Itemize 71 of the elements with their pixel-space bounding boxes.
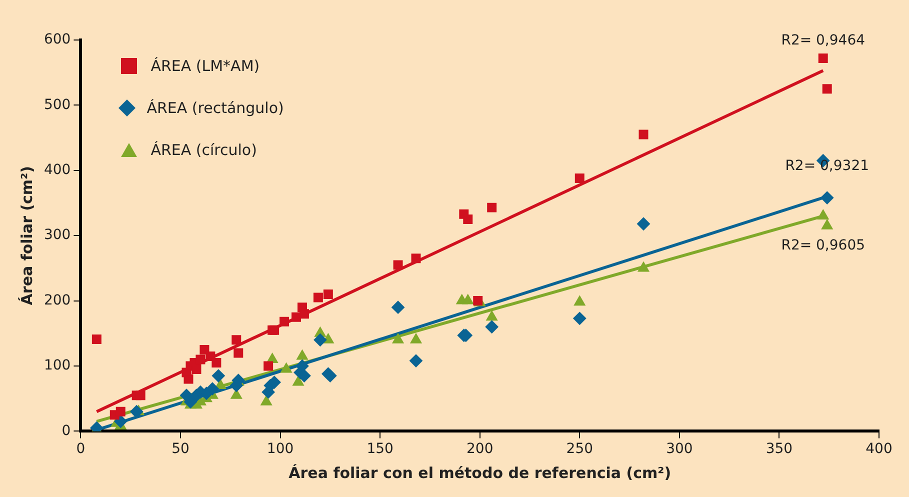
point [292,376,304,386]
x-tick-label: 400 [866,441,892,458]
point [573,312,586,325]
point [212,369,225,382]
point [462,294,474,304]
point [299,309,309,319]
point [393,260,403,270]
point [116,406,126,416]
y-tick-label: 400 [44,162,71,178]
point [260,395,272,406]
point [574,173,584,183]
point [473,296,483,306]
x-tick-label: 200 [466,441,494,458]
point [392,333,404,344]
y-tick-label: 500 [44,96,71,113]
point [313,292,323,302]
point [314,333,327,346]
annotation: R2= 0,9464 [781,32,866,48]
point [192,364,202,374]
y-tick-label: 200 [44,292,71,308]
point [130,405,144,418]
x-axis-title: Área foliar con el método de referencia (cm²) [288,464,672,482]
y-tick-label: 600 [44,32,71,48]
point [487,202,497,212]
point [463,214,473,224]
x-tick-label: 350 [766,441,793,458]
point [410,333,422,344]
x-tick-label: 250 [566,441,594,458]
point [818,54,828,63]
point [822,84,832,94]
point [136,390,146,400]
point [264,361,274,371]
point [184,374,194,384]
point [92,334,102,344]
x-tick-label: 300 [666,441,693,458]
point [410,354,422,368]
point [485,320,498,334]
point [280,362,292,373]
legend-label: ÁREA (círculo) [150,141,257,159]
point [817,210,829,220]
point [292,312,301,322]
point [184,395,197,408]
x-tick-label: 150 [366,441,394,458]
legend-label: ÁREA (rectángulo) [146,99,284,117]
legend-label: ÁREA (LM*AM) [150,57,260,75]
point [638,130,648,140]
point [196,354,206,364]
x-tick-label: 100 [266,441,294,458]
point [296,350,308,360]
point [820,191,834,204]
point [323,290,333,300]
point [212,358,222,368]
point [232,335,242,345]
point [411,254,421,264]
point [486,310,498,321]
x-tick-label: 50 [172,441,190,458]
point [821,219,833,230]
y-tick-label: 100 [44,358,71,374]
annotation: R2= 0,9321 [785,158,870,174]
annotation: R2= 0,9605 [781,238,866,254]
point [206,382,219,396]
point [234,348,244,358]
point [392,300,405,314]
y-tick-label: 0 [62,422,71,439]
x-tick-label: 0 [76,441,86,458]
y-tick-label: 300 [44,227,71,244]
point [574,296,586,306]
y-axis-title: Área foliar (cm²) [18,166,36,306]
point [280,316,290,326]
point [637,217,650,230]
point [638,262,650,272]
